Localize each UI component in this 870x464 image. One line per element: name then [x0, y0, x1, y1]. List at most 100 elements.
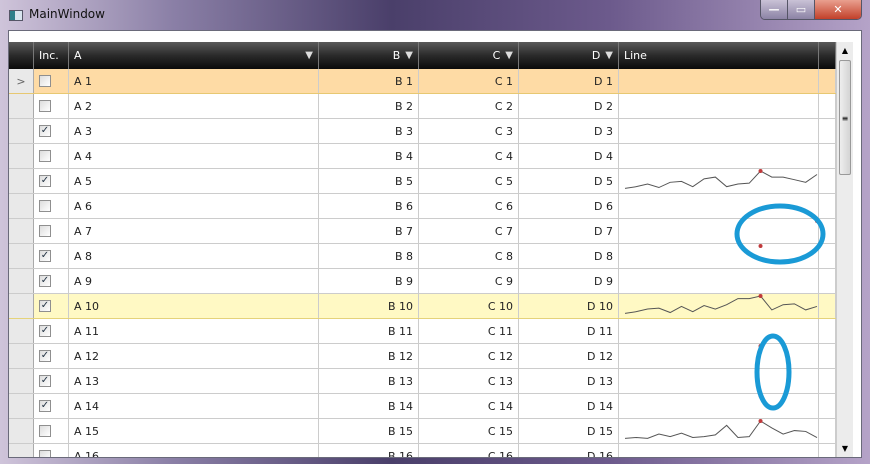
cell-a[interactable]: A 11	[69, 319, 319, 343]
cell-d[interactable]: D 2	[519, 94, 619, 118]
cell-inc[interactable]: ✓	[34, 269, 69, 293]
cell-b[interactable]: B 3	[319, 119, 419, 143]
cell-b[interactable]: B 8	[319, 244, 419, 268]
cell-c[interactable]: C 16	[419, 444, 519, 457]
cell-b[interactable]: B 1	[319, 69, 419, 93]
cell-a[interactable]: A 13	[69, 369, 319, 393]
include-checkbox[interactable]	[39, 225, 51, 237]
cell-inc[interactable]	[34, 444, 69, 457]
include-checkbox[interactable]: ✓	[39, 400, 51, 412]
cell-a[interactable]: A 16	[69, 444, 319, 457]
include-checkbox[interactable]	[39, 450, 51, 457]
cell-b[interactable]: B 9	[319, 269, 419, 293]
cell-c[interactable]: C 15	[419, 419, 519, 443]
table-row[interactable]: ✓ A 13 B 13 C 13 D 13	[9, 369, 836, 394]
vertical-scrollbar[interactable]: ▲ ≡ ▼	[836, 42, 853, 457]
cell-a[interactable]: A 14	[69, 394, 319, 418]
filter-icon[interactable]: ▼	[405, 50, 413, 61]
cell-c[interactable]: C 10	[419, 294, 519, 318]
cell-a[interactable]: A 3	[69, 119, 319, 143]
column-header-line[interactable]: Line	[619, 42, 819, 69]
cell-a[interactable]: A 6	[69, 194, 319, 218]
row-header[interactable]	[9, 119, 34, 143]
row-header[interactable]	[9, 194, 34, 218]
cell-c[interactable]: C 9	[419, 269, 519, 293]
cell-inc[interactable]: ✓	[34, 294, 69, 318]
include-checkbox[interactable]	[39, 100, 51, 112]
row-header[interactable]	[9, 94, 34, 118]
table-row[interactable]: ✓ A 11 B 11 C 11 D 11	[9, 319, 836, 344]
include-checkbox[interactable]: ✓	[39, 175, 51, 187]
cell-a[interactable]: A 7	[69, 219, 319, 243]
row-header[interactable]	[9, 244, 34, 268]
cell-inc[interactable]: ✓	[34, 119, 69, 143]
row-header[interactable]	[9, 169, 34, 193]
cell-c[interactable]: C 2	[419, 94, 519, 118]
cell-b[interactable]: B 15	[319, 419, 419, 443]
cell-inc[interactable]	[34, 194, 69, 218]
cell-b[interactable]: B 16	[319, 444, 419, 457]
column-header-a[interactable]: A ▼	[69, 42, 319, 69]
cell-c[interactable]: C 3	[419, 119, 519, 143]
cell-d[interactable]: D 1	[519, 69, 619, 93]
column-header-d[interactable]: D ▼	[519, 42, 619, 69]
cell-d[interactable]: D 6	[519, 194, 619, 218]
row-header[interactable]	[9, 394, 34, 418]
cell-d[interactable]: D 15	[519, 419, 619, 443]
cell-b[interactable]: B 2	[319, 94, 419, 118]
cell-d[interactable]: D 8	[519, 244, 619, 268]
cell-inc[interactable]	[34, 144, 69, 168]
row-header[interactable]	[9, 444, 34, 457]
include-checkbox[interactable]: ✓	[39, 375, 51, 387]
maximize-button[interactable]: ▭	[788, 0, 815, 19]
cell-a[interactable]: A 5	[69, 169, 319, 193]
include-checkbox[interactable]	[39, 200, 51, 212]
cell-a[interactable]: A 9	[69, 269, 319, 293]
include-checkbox[interactable]: ✓	[39, 275, 51, 287]
cell-b[interactable]: B 4	[319, 144, 419, 168]
filter-icon[interactable]: ▼	[605, 50, 613, 61]
include-checkbox[interactable]	[39, 425, 51, 437]
row-header[interactable]	[9, 369, 34, 393]
row-header[interactable]	[9, 144, 34, 168]
table-row[interactable]: A 15 B 15 C 15 D 15	[9, 419, 836, 444]
table-row[interactable]: ✓ A 14 B 14 C 14 D 14	[9, 394, 836, 419]
cell-b[interactable]: B 5	[319, 169, 419, 193]
close-button[interactable]: ✕	[815, 0, 861, 19]
table-row[interactable]: ✓ A 12 B 12 C 12 D 12	[9, 344, 836, 369]
include-checkbox[interactable]: ✓	[39, 300, 51, 312]
cell-b[interactable]: B 6	[319, 194, 419, 218]
row-header[interactable]	[9, 319, 34, 343]
cell-d[interactable]: D 16	[519, 444, 619, 457]
cell-a[interactable]: A 10	[69, 294, 319, 318]
row-header[interactable]	[9, 419, 34, 443]
cell-a[interactable]: A 15	[69, 419, 319, 443]
cell-b[interactable]: B 12	[319, 344, 419, 368]
include-checkbox[interactable]: ✓	[39, 350, 51, 362]
cell-inc[interactable]: ✓	[34, 344, 69, 368]
column-header-x[interactable]	[819, 42, 836, 69]
include-checkbox[interactable]: ✓	[39, 250, 51, 262]
cell-inc[interactable]: ✓	[34, 319, 69, 343]
row-header[interactable]: >	[9, 69, 34, 93]
cell-d[interactable]: D 3	[519, 119, 619, 143]
cell-inc[interactable]: ✓	[34, 369, 69, 393]
cell-inc[interactable]: ✓	[34, 244, 69, 268]
cell-c[interactable]: C 7	[419, 219, 519, 243]
table-row[interactable]: A 16 B 16 C 16 D 16	[9, 444, 836, 457]
column-header-c[interactable]: C ▼	[419, 42, 519, 69]
cell-a[interactable]: A 2	[69, 94, 319, 118]
column-header-rh[interactable]	[9, 42, 34, 69]
include-checkbox[interactable]	[39, 150, 51, 162]
cell-d[interactable]: D 14	[519, 394, 619, 418]
cell-c[interactable]: C 8	[419, 244, 519, 268]
include-checkbox[interactable]: ✓	[39, 125, 51, 137]
cell-c[interactable]: C 14	[419, 394, 519, 418]
cell-b[interactable]: B 14	[319, 394, 419, 418]
